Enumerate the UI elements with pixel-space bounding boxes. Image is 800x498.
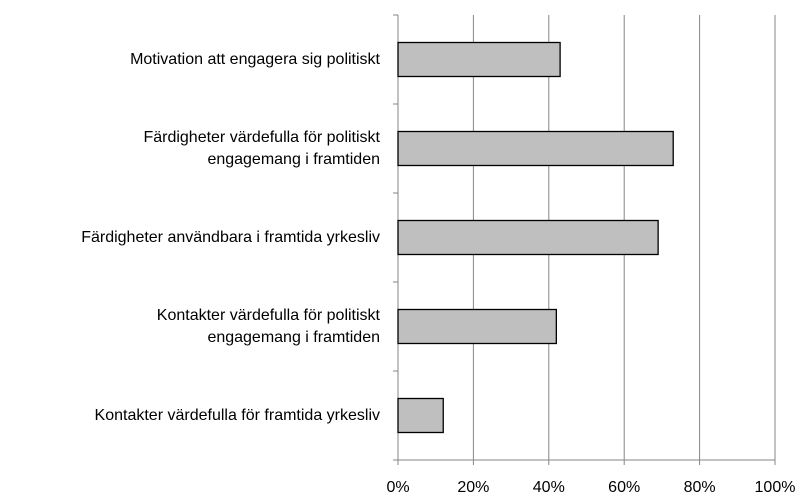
category-label: Färdigheter användbara i framtida yrkesl… bbox=[81, 228, 380, 246]
x-tick-label: 0% bbox=[386, 479, 409, 496]
x-tick-label: 60% bbox=[608, 479, 640, 496]
bar bbox=[397, 219, 659, 256]
x-tick-label: 40% bbox=[533, 479, 565, 496]
x-tick-label: 20% bbox=[457, 479, 489, 496]
category-label: Kontakter värdefulla för politiskt engag… bbox=[156, 306, 380, 346]
category-label: Kontakter värdefulla för framtida yrkesl… bbox=[94, 406, 380, 424]
category-label: Färdigheter värdefulla för politiskt eng… bbox=[143, 128, 380, 168]
bar bbox=[397, 130, 674, 167]
bar bbox=[397, 41, 561, 78]
bar bbox=[397, 397, 444, 434]
x-tick-label: 80% bbox=[684, 479, 716, 496]
bar bbox=[397, 308, 557, 345]
category-label: Motivation att engagera sig politiskt bbox=[130, 50, 380, 68]
x-tick-label: 100% bbox=[755, 479, 796, 496]
